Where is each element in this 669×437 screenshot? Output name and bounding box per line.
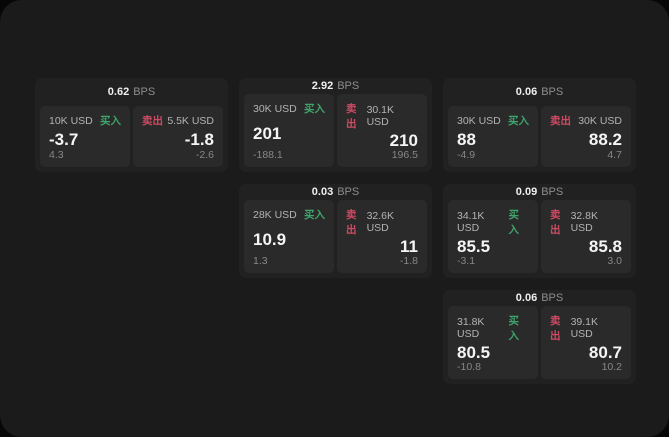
card-body: 10K USD 买入 -3.7 4.3 卖出 5.5K USD -1.8 -2.… (35, 106, 228, 172)
bps-unit-label: BPS (541, 86, 564, 98)
buy-action-label[interactable]: 买入 (100, 115, 121, 127)
buy-panel[interactable]: 31.8K USD 买入 80.5 -10.8 (448, 306, 538, 379)
buy-delta: 1.3 (253, 255, 268, 267)
card-body: 30K USD 买入 88 -4.9 卖出 30K USD 88.2 4.7 (443, 106, 636, 172)
buy-price: 85.5 (457, 237, 491, 256)
sell-notional: 39.1K USD (570, 316, 599, 340)
sell-action-label[interactable]: 卖出 (550, 209, 561, 236)
sell-delta: -1.8 (399, 255, 418, 267)
buy-action-label[interactable]: 买入 (304, 209, 325, 221)
card-header: 0.06 BPS (443, 78, 636, 106)
buy-notional: 30K USD (253, 102, 297, 115)
card-header: 2.92 BPS (239, 78, 432, 94)
sell-delta: 4.7 (607, 149, 622, 161)
sell-price: 80.7 (588, 343, 622, 362)
sell-notional: 32.8K USD (570, 210, 599, 234)
sell-notional: 30.1K USD (366, 104, 395, 128)
buy-price: 201 (253, 123, 282, 143)
sell-delta: -2.6 (195, 149, 214, 161)
bps-value: 0.03 (311, 186, 334, 198)
sell-panel[interactable]: 卖出 32.8K USD 85.8 3.0 (541, 200, 631, 273)
sell-action-label[interactable]: 卖出 (550, 115, 571, 127)
card-header: 0.62 BPS (35, 78, 228, 106)
buy-notional: 30K USD (457, 114, 501, 127)
buy-action-label[interactable]: 买入 (508, 315, 519, 342)
quote-card: 0.03 BPS 28K USD 买入 10.9 1.3 卖出 32.6K US… (239, 184, 432, 278)
sell-delta: 3.0 (607, 255, 622, 267)
buy-action-label[interactable]: 买入 (304, 103, 325, 115)
sell-action-label[interactable]: 卖出 (346, 103, 357, 130)
bps-unit-label: BPS (337, 80, 360, 92)
bps-unit-label: BPS (541, 292, 564, 304)
quote-card: 2.92 BPS 30K USD 买入 201 -188.1 卖出 30.1K … (239, 78, 432, 172)
buy-notional: 31.8K USD (457, 316, 485, 340)
sell-action-label[interactable]: 卖出 (142, 115, 163, 127)
quote-card: 0.09 BPS 34.1K USD 买入 85.5 -3.1 卖出 32.8K… (443, 184, 636, 278)
buy-notional: 34.1K USD (457, 210, 485, 234)
buy-action-label[interactable]: 买入 (508, 209, 519, 236)
bps-unit-label: BPS (133, 86, 156, 98)
buy-action-label[interactable]: 买入 (508, 115, 529, 127)
quote-card: 0.06 BPS 31.8K USD 买入 80.5 -10.8 卖出 39.1… (443, 290, 636, 384)
sell-price: 210 (389, 131, 418, 150)
sell-panel[interactable]: 卖出 32.6K USD 11 -1.8 (337, 200, 427, 273)
quote-card-grid: 0.62 BPS 10K USD 买入 -3.7 4.3 卖出 5.5K USD… (35, 78, 636, 384)
card-body: 31.8K USD 买入 80.5 -10.8 卖出 39.1K USD 80.… (443, 306, 636, 384)
sell-notional: 32.6K USD (366, 210, 395, 234)
buy-panel[interactable]: 30K USD 买入 201 -188.1 (244, 94, 334, 167)
sell-action-label[interactable]: 卖出 (346, 209, 357, 236)
buy-delta: -188.1 (253, 149, 283, 161)
sell-price: 88.2 (588, 129, 622, 149)
buy-price: 80.5 (457, 343, 491, 362)
bps-value: 0.06 (515, 86, 538, 98)
buy-price: 10.9 (253, 229, 287, 249)
sell-panel[interactable]: 卖出 30K USD 88.2 4.7 (541, 106, 631, 167)
card-body: 34.1K USD 买入 85.5 -3.1 卖出 32.8K USD 85.8… (443, 200, 636, 278)
bps-value: 0.09 (515, 186, 538, 198)
bps-unit-label: BPS (541, 186, 564, 198)
card-header: 0.06 BPS (443, 290, 636, 306)
sell-notional: 30K USD (578, 114, 622, 127)
buy-panel[interactable]: 30K USD 买入 88 -4.9 (448, 106, 538, 167)
sell-price: 85.8 (588, 237, 622, 256)
sell-delta: 10.2 (601, 361, 622, 373)
buy-notional: 10K USD (49, 114, 93, 127)
bps-unit-label: BPS (337, 186, 360, 198)
buy-notional: 28K USD (253, 208, 297, 221)
buy-delta: -3.1 (457, 255, 476, 267)
buy-delta: -10.8 (457, 361, 481, 373)
buy-price: -3.7 (49, 129, 79, 149)
sell-panel[interactable]: 卖出 30.1K USD 210 196.5 (337, 94, 427, 167)
sell-action-label[interactable]: 卖出 (550, 315, 561, 342)
bps-value: 0.06 (515, 292, 538, 304)
card-header: 0.09 BPS (443, 184, 636, 200)
card-body: 30K USD 买入 201 -188.1 卖出 30.1K USD 210 1… (239, 94, 432, 172)
buy-delta: -4.9 (457, 149, 476, 161)
buy-panel[interactable]: 10K USD 买入 -3.7 4.3 (40, 106, 130, 167)
buy-delta: 4.3 (49, 149, 64, 161)
quote-card: 0.06 BPS 30K USD 买入 88 -4.9 卖出 30K USD 8… (443, 78, 636, 172)
card-body: 28K USD 买入 10.9 1.3 卖出 32.6K USD 11 -1.8 (239, 200, 432, 278)
card-header: 0.03 BPS (239, 184, 432, 200)
buy-price: 88 (457, 129, 476, 149)
bps-value: 2.92 (311, 80, 334, 92)
buy-panel[interactable]: 34.1K USD 买入 85.5 -3.1 (448, 200, 538, 273)
sell-price: 11 (400, 237, 418, 256)
sell-notional: 5.5K USD (167, 114, 214, 127)
sell-price: -1.8 (184, 129, 214, 149)
sell-panel[interactable]: 卖出 39.1K USD 80.7 10.2 (541, 306, 631, 379)
bps-value: 0.62 (107, 86, 130, 98)
quote-card: 0.62 BPS 10K USD 买入 -3.7 4.3 卖出 5.5K USD… (35, 78, 228, 172)
sell-delta: 196.5 (391, 149, 418, 161)
sell-panel[interactable]: 卖出 5.5K USD -1.8 -2.6 (133, 106, 223, 167)
buy-panel[interactable]: 28K USD 买入 10.9 1.3 (244, 200, 334, 273)
